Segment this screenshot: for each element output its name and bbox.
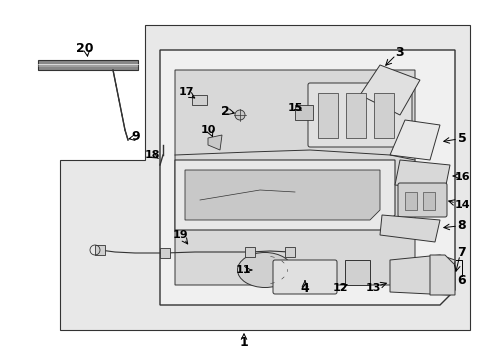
Text: 7: 7 bbox=[457, 246, 466, 258]
Polygon shape bbox=[394, 160, 449, 190]
Ellipse shape bbox=[235, 110, 244, 120]
Bar bbox=[422, 192, 434, 210]
Polygon shape bbox=[184, 170, 379, 220]
Bar bbox=[345, 260, 369, 285]
Text: 17: 17 bbox=[178, 87, 193, 97]
Text: 19: 19 bbox=[172, 230, 187, 240]
Polygon shape bbox=[175, 160, 394, 230]
Bar bbox=[192, 95, 206, 105]
Text: 14: 14 bbox=[453, 200, 469, 210]
Ellipse shape bbox=[237, 252, 292, 288]
Bar bbox=[38, 60, 138, 70]
Text: 3: 3 bbox=[395, 45, 404, 59]
Bar bbox=[160, 248, 170, 258]
Text: 20: 20 bbox=[76, 41, 94, 54]
Polygon shape bbox=[389, 255, 454, 295]
Bar bbox=[95, 245, 105, 255]
Text: 16: 16 bbox=[453, 172, 469, 182]
FancyBboxPatch shape bbox=[272, 260, 336, 294]
Polygon shape bbox=[389, 120, 439, 160]
Bar bbox=[404, 192, 416, 210]
Text: 18: 18 bbox=[144, 150, 160, 160]
Text: 5: 5 bbox=[457, 131, 466, 144]
Text: 9: 9 bbox=[131, 130, 140, 143]
Polygon shape bbox=[60, 25, 469, 330]
Bar bbox=[346, 93, 365, 138]
Text: 12: 12 bbox=[331, 283, 347, 293]
Text: 1: 1 bbox=[239, 336, 248, 348]
Polygon shape bbox=[160, 50, 454, 305]
FancyBboxPatch shape bbox=[307, 83, 411, 147]
Text: 11: 11 bbox=[235, 265, 250, 275]
Polygon shape bbox=[429, 255, 454, 295]
Bar bbox=[294, 105, 312, 120]
Bar bbox=[373, 93, 393, 138]
Bar bbox=[317, 93, 337, 138]
Text: 6: 6 bbox=[457, 274, 466, 287]
Polygon shape bbox=[379, 215, 439, 242]
Text: 8: 8 bbox=[457, 219, 466, 231]
Text: 10: 10 bbox=[200, 125, 215, 135]
Text: 13: 13 bbox=[365, 283, 380, 293]
FancyBboxPatch shape bbox=[397, 183, 446, 217]
Bar bbox=[244, 247, 254, 257]
Text: 4: 4 bbox=[300, 282, 309, 294]
Bar bbox=[285, 247, 294, 257]
Text: 15: 15 bbox=[287, 103, 302, 113]
Polygon shape bbox=[175, 70, 414, 285]
Polygon shape bbox=[359, 65, 419, 115]
Text: 2: 2 bbox=[220, 104, 229, 117]
Polygon shape bbox=[207, 135, 222, 150]
